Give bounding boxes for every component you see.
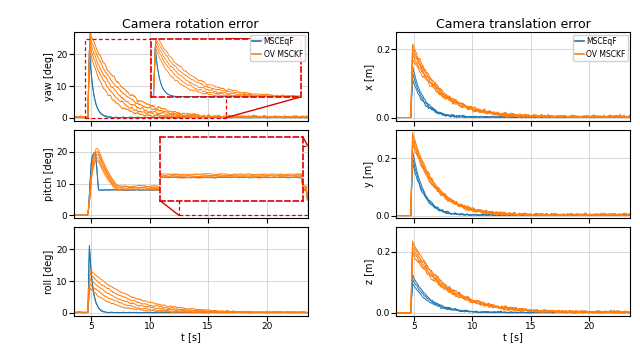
- Legend: MSCEqF, OV MSCKF: MSCEqF, OV MSCKF: [573, 34, 628, 61]
- Y-axis label: z [m]: z [m]: [364, 259, 374, 284]
- Y-axis label: yaw [deg]: yaw [deg]: [44, 52, 54, 101]
- Bar: [85, 39, 226, 118]
- X-axis label: t [s]: t [s]: [180, 332, 200, 342]
- Title: Camera translation error: Camera translation error: [436, 18, 591, 31]
- Y-axis label: y [m]: y [m]: [364, 161, 374, 187]
- Y-axis label: pitch [deg]: pitch [deg]: [44, 147, 54, 201]
- Title: Camera rotation error: Camera rotation error: [122, 18, 259, 31]
- Y-axis label: roll [deg]: roll [deg]: [44, 250, 54, 294]
- X-axis label: t [s]: t [s]: [504, 332, 524, 342]
- Legend: MSCEqF, OV MSCKF: MSCEqF, OV MSCKF: [250, 34, 305, 61]
- Y-axis label: x [m]: x [m]: [364, 64, 374, 90]
- Bar: [179, 146, 308, 215]
